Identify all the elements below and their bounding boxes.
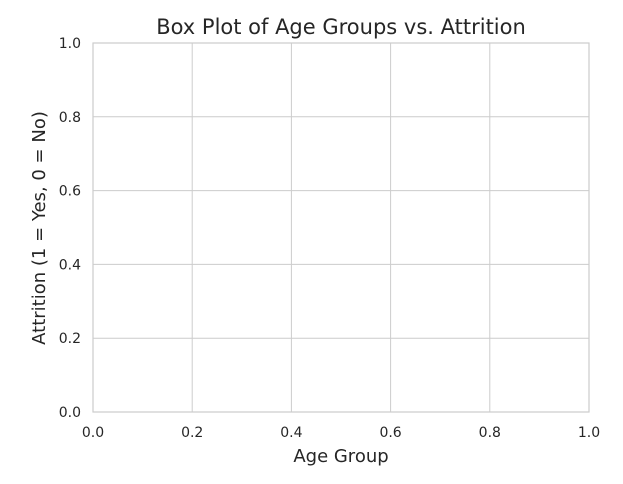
gridlines	[92, 42, 590, 413]
x-axis-ticks: 0.0 0.2 0.4 0.6 0.8 1.0	[82, 425, 600, 441]
y-tick-label: 0.4	[59, 257, 81, 273]
x-tick-label: 0.8	[479, 425, 501, 441]
x-axis-label: Age Group	[293, 446, 388, 467]
x-tick-label: 0.6	[379, 425, 401, 441]
y-axis-label: Attrition (1 = Yes, 0 = No)	[29, 111, 50, 345]
y-tick-label: 0.6	[59, 184, 81, 200]
x-tick-label: 0.0	[82, 425, 104, 441]
y-tick-label: 0.8	[59, 110, 81, 126]
plot-area-frame	[92, 42, 590, 413]
x-tick-label: 1.0	[578, 425, 600, 441]
y-tick-label: 1.0	[59, 36, 81, 52]
x-tick-label: 0.2	[181, 425, 203, 441]
y-tick-label: 0.0	[59, 405, 81, 421]
y-tick-label: 0.2	[59, 331, 81, 347]
chart-title: Box Plot of Age Groups vs. Attrition	[156, 15, 526, 39]
y-axis-ticks: 0.0 0.2 0.4 0.6 0.8 1.0	[59, 36, 81, 421]
x-tick-label: 0.4	[280, 425, 302, 441]
